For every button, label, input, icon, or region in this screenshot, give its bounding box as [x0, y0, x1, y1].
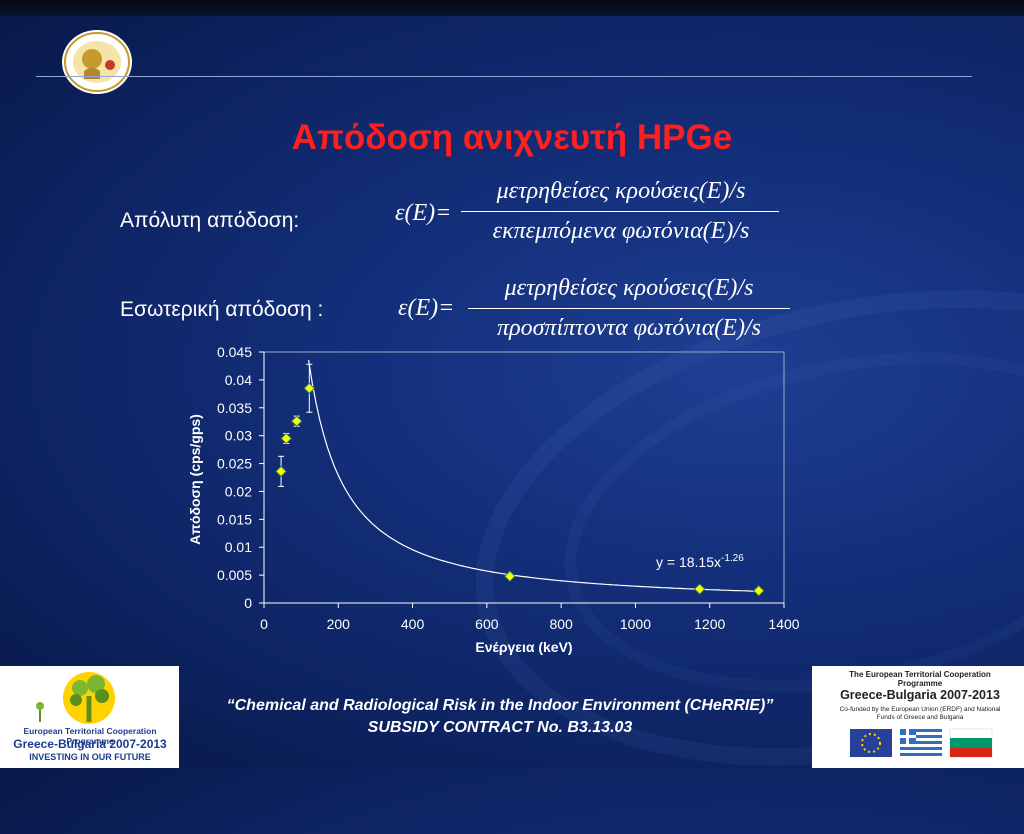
formula-numerator: μετρηθείσες κρούσεις(E)/s: [504, 275, 754, 301]
y-tick-label: 0.015: [217, 511, 252, 527]
x-tick-label: 0: [260, 616, 268, 632]
top-bar: [0, 0, 1024, 16]
formula-lhs: ε(E)=: [398, 295, 455, 321]
greece-flag-icon: [900, 729, 942, 757]
absolute-efficiency-label: Απόλυτη απόδοση:: [120, 209, 300, 232]
university-seal-logo: [60, 29, 134, 95]
y-tick-label: 0.01: [225, 539, 252, 555]
x-tick-label: 600: [475, 616, 499, 632]
bulgaria-flag-icon: [949, 728, 993, 758]
y-tick-label: 0.025: [217, 456, 252, 472]
trendline: [308, 359, 759, 592]
y-tick-label: 0.045: [217, 344, 252, 360]
fraction-bar: [468, 308, 790, 309]
tree-icon: [36, 672, 115, 724]
data-point: [303, 382, 316, 394]
y-tick-label: 0.035: [217, 400, 252, 416]
data-point: [290, 415, 303, 427]
y-axis-label: Απόδοση (cps/gps): [187, 414, 203, 545]
greece-bulgaria-text: Greece-Bulgaria 2007-2013: [840, 688, 1000, 702]
flags-icon: [850, 728, 993, 758]
greece-bulgaria-text: Greece-Bulgaria 2007-2013: [13, 737, 167, 751]
data-point: [504, 570, 516, 582]
cooperation-logo-right: The European Territorial Cooperation Pro…: [812, 666, 1024, 768]
x-tick-label: 400: [401, 616, 425, 632]
formula-denominator: εκπεμπόμενα φωτόνια(E)/s: [492, 218, 750, 244]
programme-text: European Territorial Cooperation Program…: [23, 726, 157, 746]
formula-denominator: προσπίπτοντα φωτόνια(E)/s: [497, 315, 761, 341]
intrinsic-efficiency-label: Εσωτερική απόδοση :: [120, 298, 324, 321]
data-point: [753, 585, 765, 597]
cofunded-text: Co-funded by the European Union (ERDF) a…: [839, 706, 1001, 721]
x-tick-label: 800: [549, 616, 573, 632]
x-tick-label: 200: [327, 616, 351, 632]
x-tick-label: 1400: [768, 616, 799, 632]
x-tick-label: 1200: [694, 616, 725, 632]
formula-numerator: μετρηθείσες κρούσεις(E)/s: [496, 178, 746, 204]
y-tick-label: 0.03: [225, 428, 252, 444]
y-tick-label: 0.02: [225, 483, 252, 499]
trendline-equation: y = 18.15x-1.26: [656, 553, 744, 570]
intrinsic-efficiency-formula: ε(E)= μετρηθείσες κρούσεις(E)/s προσπίπτ…: [398, 275, 798, 347]
y-tick-label: 0.005: [217, 567, 252, 583]
data-point: [693, 583, 706, 595]
investing-text: INVESTING IN OUR FUTURE: [29, 752, 151, 762]
interreg-logo-left: European Territorial Cooperation Program…: [0, 666, 179, 768]
x-tick-label: 1000: [620, 616, 651, 632]
x-axis-label: Ενέργεια (keV): [475, 639, 572, 655]
y-tick-label: 0: [244, 595, 252, 611]
absolute-efficiency-formula: ε(E)= μετρηθείσες κρούσεις(E)/s εκπεμπόμ…: [395, 178, 795, 250]
data-point: [275, 465, 287, 478]
project-title: “Chemical and Radiological Risk in the I…: [226, 697, 774, 714]
y-tick-label: 0.04: [225, 372, 252, 388]
fraction-bar: [461, 211, 779, 212]
project-footer: “Chemical and Radiological Risk in the I…: [180, 695, 820, 739]
header-divider: [36, 76, 972, 77]
efficiency-chart: 0 0.005 0.01 0.015 0.02 0.025 0.03 0.035 0.04 0.0…: [187, 344, 799, 655]
formula-lhs: ε(E)=: [395, 200, 452, 226]
page-title: Απόδοση ανιχνευτή HPGe: [291, 118, 733, 157]
programme-text: The European Territorial Cooperation Pro…: [849, 670, 991, 688]
data-point: [280, 432, 292, 445]
eu-flag-icon: [850, 729, 892, 757]
subsidy-contract: SUBSIDY CONTRACT No. B3.13.03: [367, 719, 633, 736]
